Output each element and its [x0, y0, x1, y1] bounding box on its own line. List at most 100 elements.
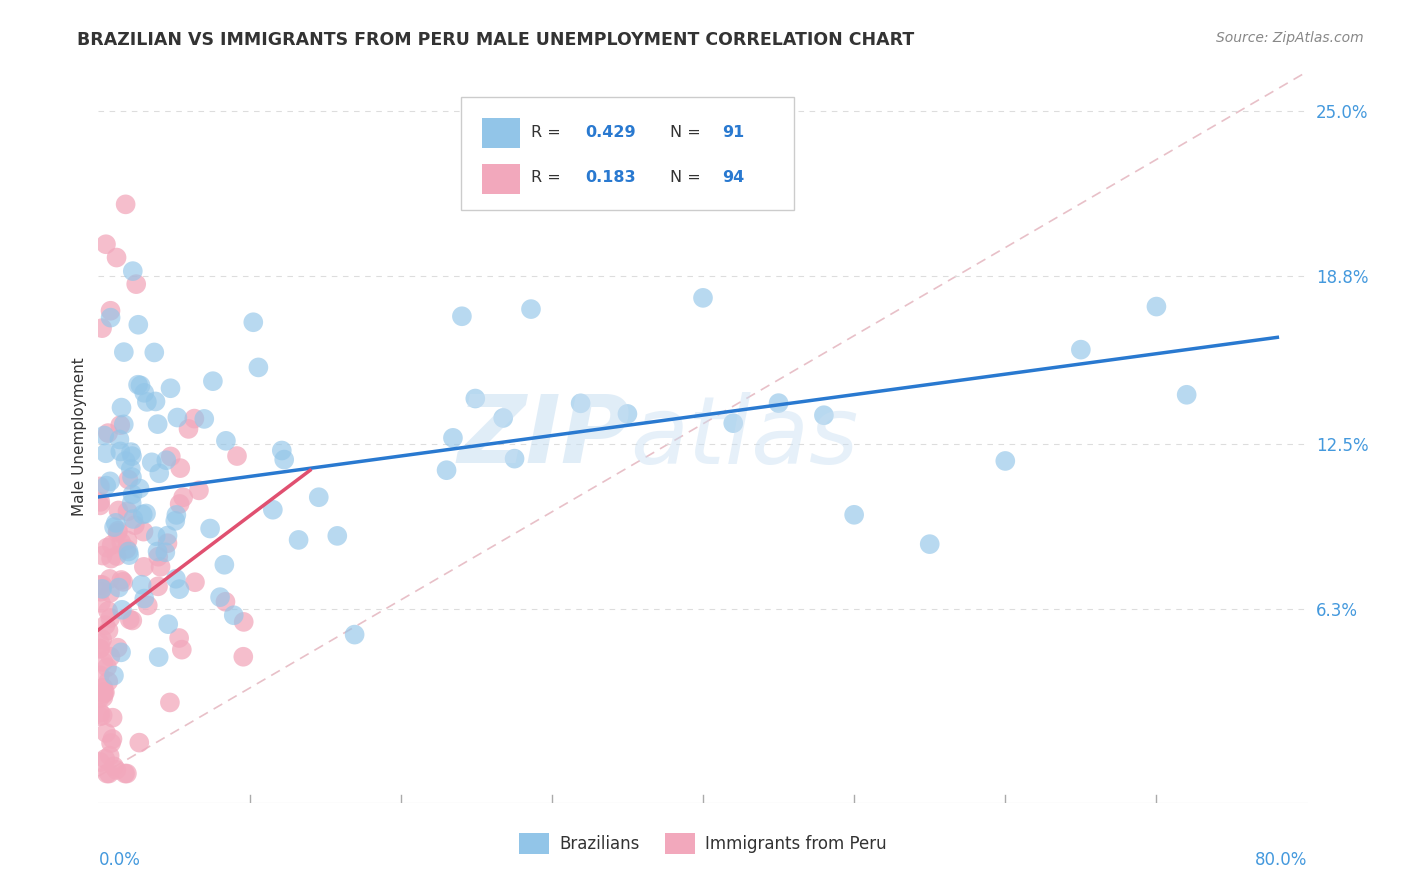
Point [222, 608, 245, 623]
Point [308, 490, 330, 504]
Point [89, 690, 111, 705]
Point [112, 417, 135, 432]
Point [170, 642, 193, 657]
Point [89, 641, 111, 656]
Point [193, 412, 215, 426]
Point [131, 578, 153, 592]
Point [214, 558, 236, 572]
Point [723, 416, 745, 430]
FancyBboxPatch shape [461, 97, 793, 211]
Point [232, 649, 254, 664]
Point [214, 595, 236, 609]
Point [492, 411, 515, 425]
Point [97, 674, 120, 689]
Point [149, 559, 172, 574]
Point [96, 766, 118, 780]
Point [105, 251, 128, 265]
Text: 0.183: 0.183 [586, 170, 637, 186]
Point [156, 528, 179, 542]
Point [91, 321, 114, 335]
Point [89, 479, 111, 493]
Point [128, 736, 150, 750]
Point [994, 454, 1017, 468]
Point [169, 582, 191, 596]
Point [135, 507, 157, 521]
FancyBboxPatch shape [482, 164, 520, 194]
Point [145, 529, 167, 543]
Text: 80.0%: 80.0% [1256, 851, 1308, 869]
Point [768, 396, 790, 410]
Text: Source: ZipAtlas.com: Source: ZipAtlas.com [1216, 31, 1364, 45]
Point [111, 603, 134, 617]
Point [112, 574, 135, 589]
Point [569, 396, 592, 410]
Point [132, 508, 155, 522]
Point [100, 303, 122, 318]
Point [129, 378, 152, 392]
Point [141, 455, 163, 469]
Legend: Brazilians, Immigrants from Peru: Brazilians, Immigrants from Peru [513, 827, 893, 860]
Point [132, 560, 155, 574]
Point [103, 520, 125, 534]
Point [91, 578, 114, 592]
Point [90, 596, 112, 610]
Point [89, 709, 111, 723]
Point [98, 475, 121, 489]
Point [165, 572, 187, 586]
Point [155, 453, 177, 467]
Point [262, 502, 284, 516]
Point [107, 524, 129, 538]
Point [146, 417, 169, 431]
Point [135, 395, 157, 409]
Point [134, 385, 156, 400]
Point [326, 529, 349, 543]
Point [520, 302, 543, 317]
Point [93, 681, 115, 695]
Point [177, 422, 200, 436]
Point [169, 461, 191, 475]
Point [97, 426, 120, 441]
Point [105, 549, 128, 563]
Text: 91: 91 [723, 125, 745, 140]
Point [91, 655, 114, 669]
Point [91, 690, 114, 705]
Point [125, 277, 148, 292]
Point [201, 374, 224, 388]
Point [110, 573, 132, 587]
Point [124, 518, 146, 533]
Point [110, 645, 132, 659]
Point [159, 450, 181, 464]
Point [165, 514, 187, 528]
Point [114, 454, 136, 468]
Point [94, 685, 117, 699]
Point [89, 706, 111, 720]
Point [93, 428, 115, 442]
Point [110, 535, 132, 549]
Point [136, 599, 159, 613]
Point [145, 394, 167, 409]
Point [198, 522, 221, 536]
Point [117, 504, 139, 518]
Point [146, 544, 169, 558]
Point [101, 731, 124, 746]
Text: R =: R = [531, 125, 567, 140]
Text: ZIP: ZIP [457, 391, 630, 483]
Point [436, 463, 458, 477]
Point [105, 763, 128, 777]
Point [91, 632, 114, 647]
Point [209, 590, 232, 604]
Point [128, 482, 150, 496]
Point [148, 650, 170, 665]
Point [184, 575, 207, 590]
Point [121, 449, 143, 463]
Point [169, 497, 191, 511]
Point [156, 536, 179, 550]
Point [100, 736, 122, 750]
Point [94, 618, 117, 632]
Point [464, 392, 486, 406]
Point [121, 264, 143, 278]
Point [94, 237, 117, 252]
Point [167, 631, 190, 645]
Point [127, 318, 149, 332]
Point [100, 310, 122, 325]
